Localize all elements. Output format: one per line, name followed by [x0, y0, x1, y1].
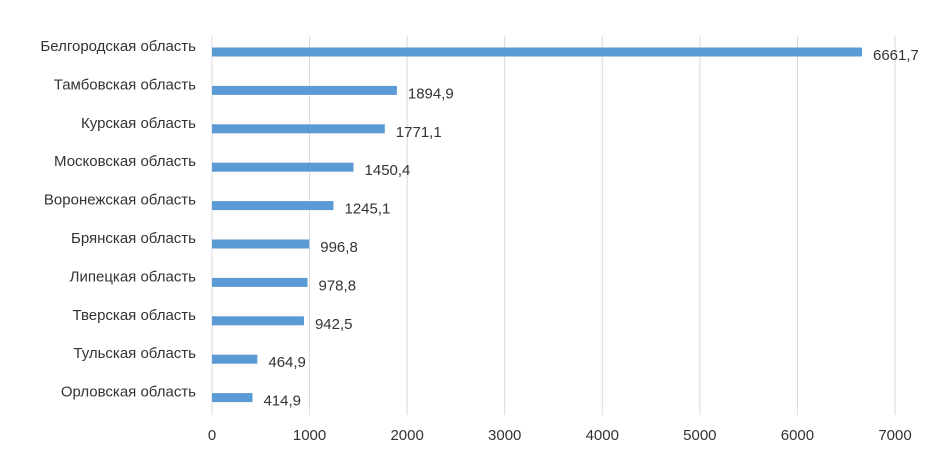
- bar: [212, 239, 310, 249]
- data-label: 1771,1: [396, 124, 442, 141]
- category-label: Воронежская область: [44, 192, 196, 209]
- data-label: 1450,4: [365, 162, 411, 179]
- label-layer: Белгородская область 6661,7 Тамбовская обл…: [40, 38, 918, 410]
- data-label: 464,9: [268, 354, 306, 371]
- data-label: 996,8: [320, 239, 358, 256]
- category-label: Белгородская область: [40, 38, 196, 55]
- category-label: Московская область: [54, 153, 196, 170]
- x-tick-label: 2000: [390, 427, 423, 444]
- category-label: Липецкая область: [70, 268, 197, 285]
- bar: [212, 277, 308, 287]
- category-label: Курская область: [81, 115, 196, 132]
- x-tick-label: 3000: [488, 427, 521, 444]
- data-label: 414,9: [263, 393, 301, 410]
- category-label: Орловская область: [61, 384, 196, 401]
- x-tick-label: 1000: [293, 427, 326, 444]
- category-label: Тверская область: [72, 307, 196, 324]
- data-label: 6661,7: [873, 47, 919, 64]
- x-tick-label: 4000: [586, 427, 619, 444]
- tick-layer: 0 1000 2000 3000 4000 5000 6000 7000: [208, 427, 912, 444]
- bar: [212, 393, 253, 403]
- category-label: Тульская область: [73, 345, 196, 362]
- category-label: Брянская область: [71, 230, 196, 247]
- bar: [212, 354, 258, 364]
- bar: [212, 201, 334, 211]
- bar: [212, 162, 354, 172]
- bar: [212, 85, 397, 95]
- data-label: 1894,9: [408, 85, 454, 102]
- data-label: 942,5: [315, 316, 353, 333]
- category-label: Тамбовская область: [54, 76, 196, 93]
- x-tick-label: 0: [208, 427, 216, 444]
- x-tick-label: 7000: [878, 427, 911, 444]
- bar: [212, 316, 304, 326]
- bar: [212, 47, 862, 57]
- x-tick-label: 6000: [781, 427, 814, 444]
- data-label: 1245,1: [344, 201, 390, 218]
- x-tick-label: 5000: [683, 427, 716, 444]
- bar: [212, 124, 385, 134]
- grid-layer: [211, 36, 896, 415]
- data-label: 978,8: [319, 277, 357, 294]
- bar-layer: [212, 47, 862, 403]
